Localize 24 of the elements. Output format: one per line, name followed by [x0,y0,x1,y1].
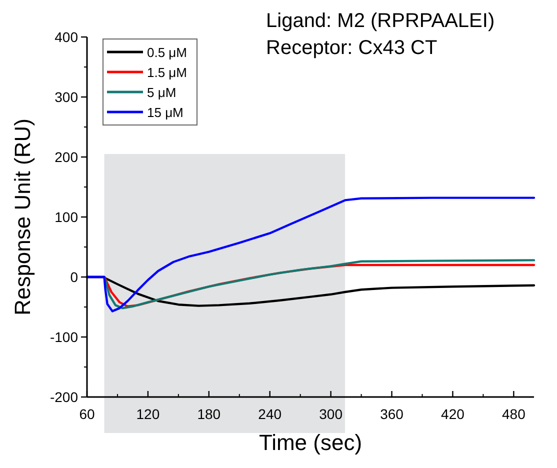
legend-label: 1.5 μM [147,65,188,80]
chart-title: Ligand: M2 (RPRPAALEI) [266,10,495,32]
legend-label: 0.5 μM [147,45,188,60]
y-tick-label: -100 [50,329,78,345]
x-tick-label: 360 [380,406,404,422]
line-series [86,196,536,312]
y-axis-title: Response Unit (RU) [10,118,35,316]
y-tick-label: 100 [54,209,78,225]
y-tick-label: 200 [54,149,78,165]
chart-subtitle: Receptor: Cx43 CT [266,37,438,59]
x-axis-title: Time (sec) [258,430,362,455]
x-tick-label: 120 [136,406,160,422]
x-tick-label: 300 [319,406,343,422]
y-tick-label: 300 [54,89,78,105]
x-tick-label: 420 [441,406,465,422]
x-tick-label: 180 [197,406,221,422]
y-tick-label: 400 [54,29,78,45]
x-tick-label: 480 [502,406,526,422]
y-tick-label: 0 [70,269,78,285]
x-tick-label: 240 [258,406,282,422]
y-tick-label: -200 [50,389,78,405]
legend-label: 5 μM [147,85,176,100]
x-tick-label: 60 [79,406,95,422]
legend-label: 15 μM [147,105,184,120]
